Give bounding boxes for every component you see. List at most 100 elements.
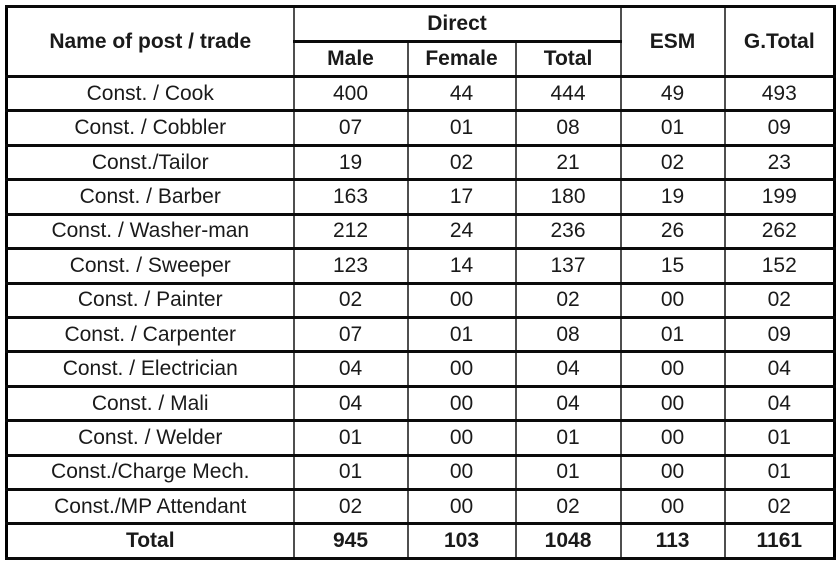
total-cell: 02: [514, 488, 622, 526]
table-row-cobbler: Const. / Cobbler 07 01 08 01 09: [5, 109, 836, 147]
col-header-female: Female: [406, 40, 517, 78]
male-cell: 123: [292, 247, 409, 285]
gtotal-cell: 262: [723, 212, 836, 251]
col-header-male: Male: [292, 40, 409, 78]
total-cell: 236: [514, 212, 622, 251]
table-row-mp-attendant: Const./MP Attendant 02 00 02 00 02: [5, 488, 836, 526]
trade-name-cell: Const. / Cook: [5, 74, 295, 113]
male-cell: 02: [292, 488, 409, 526]
col-header-name: Name of post / trade: [5, 5, 295, 78]
total-cell: 01: [514, 419, 622, 457]
table-row-washer-man: Const. / Washer-man 212 24 236 26 262: [5, 212, 836, 251]
table-row-carpenter: Const. / Carpenter 07 01 08 01 09: [5, 315, 836, 354]
table-row-mali: Const. / Mali 04 00 04 00 04: [5, 384, 836, 423]
trade-name-cell: Const. / Sweeper: [5, 247, 295, 285]
table-row-barber: Const. / Barber 163 17 180 19 199: [5, 178, 836, 216]
header-row-2: Male Female Total: [7, 40, 835, 78]
gtotal-cell: 04: [723, 350, 836, 388]
gtotal-cell: 02: [723, 488, 836, 526]
esm-cell: 01: [619, 315, 726, 354]
total-total-cell: 1048: [514, 522, 622, 560]
grand-total-row: Total 945 103 1048 113 1161: [5, 522, 836, 560]
table-header: Name of post / trade Direct ESM G.Total …: [5, 5, 836, 78]
male-cell: 01: [292, 453, 409, 492]
gtotal-cell: 152: [723, 247, 836, 285]
gtotal-cell: 09: [723, 109, 836, 147]
total-cell: 08: [514, 109, 622, 147]
total-cell: 04: [514, 384, 622, 423]
header-row-1: Name of post / trade Direct ESM G.Total: [5, 5, 836, 78]
trade-name-cell: Const./Charge Mech.: [5, 453, 295, 492]
esm-cell: 49: [619, 74, 726, 113]
gtotal-cell: 02: [723, 281, 836, 319]
esm-cell: 00: [619, 350, 726, 388]
trade-name-cell: Const. / Painter: [5, 281, 295, 319]
table-row-welder: Const. / Welder 01 00 01 00 01: [5, 419, 836, 457]
male-cell: 19: [292, 143, 409, 182]
esm-cell: 00: [619, 281, 726, 319]
female-total-cell: 103: [406, 522, 517, 560]
female-cell: 24: [406, 212, 517, 251]
gtotal-cell: 01: [723, 453, 836, 492]
table-row-tailor: Const./Tailor 19 02 21 02 23: [5, 143, 836, 182]
male-cell: 01: [292, 419, 409, 457]
male-cell: 02: [292, 281, 409, 319]
female-cell: 00: [406, 453, 517, 492]
col-header-direct-group: Direct: [292, 5, 622, 43]
trade-name-cell: Const. / Carpenter: [5, 315, 295, 354]
esm-cell: 01: [619, 109, 726, 147]
col-header-gtotal: G.Total: [723, 5, 836, 78]
esm-cell: 00: [619, 453, 726, 492]
esm-cell: 15: [619, 247, 726, 285]
gtotal-cell: 199: [723, 178, 836, 216]
female-cell: 00: [406, 384, 517, 423]
table-row-cook: Const. / Cook 400 44 444 49 493: [5, 74, 836, 113]
male-total-cell: 945: [292, 522, 409, 560]
total-cell: 180: [514, 178, 622, 216]
trade-name-cell: Const. / Welder: [5, 419, 295, 457]
female-cell: 00: [406, 350, 517, 388]
female-cell: 17: [406, 178, 517, 216]
gtotal-total-cell: 1161: [723, 522, 836, 560]
gtotal-cell: 23: [723, 143, 836, 182]
male-cell: 04: [292, 384, 409, 423]
female-cell: 00: [406, 281, 517, 319]
gtotal-cell: 04: [723, 384, 836, 423]
male-cell: 07: [292, 109, 409, 147]
trade-name-cell: Const. / Electrician: [5, 350, 295, 388]
female-cell: 14: [406, 247, 517, 285]
table-row-sweeper: Const. / Sweeper 123 14 137 15 152: [5, 247, 836, 285]
total-cell: 04: [514, 350, 622, 388]
esm-cell: 00: [619, 384, 726, 423]
trade-name-cell: Const. / Cobbler: [5, 109, 295, 147]
table-row-painter: Const. / Painter 02 00 02 00 02: [5, 281, 836, 319]
total-cell: 137: [514, 247, 622, 285]
total-cell: 21: [514, 143, 622, 182]
col-header-esm: ESM: [619, 5, 726, 78]
female-cell: 00: [406, 488, 517, 526]
gtotal-cell: 09: [723, 315, 836, 354]
table-body: Const. / Cook 400 44 444 49 493 Const. /…: [5, 74, 836, 560]
esm-cell: 00: [619, 419, 726, 457]
trade-name-cell: Const. / Mali: [5, 384, 295, 423]
esm-cell: 26: [619, 212, 726, 251]
document-page: Name of post / trade Direct ESM G.Total …: [0, 5, 837, 565]
trade-name-cell: Const. / Washer-man: [5, 212, 295, 251]
male-cell: 212: [292, 212, 409, 251]
male-cell: 04: [292, 350, 409, 388]
table-row-electrician: Const. / Electrician 04 00 04 00 04: [5, 350, 836, 388]
total-label-cell: Total: [5, 522, 295, 560]
recruitment-vacancy-table: Name of post / trade Direct ESM G.Total …: [5, 5, 837, 560]
total-cell: 01: [514, 453, 622, 492]
male-cell: 163: [292, 178, 409, 216]
trade-name-cell: Const./Tailor: [5, 143, 295, 182]
female-cell: 44: [406, 74, 517, 113]
trade-name-cell: Const./MP Attendant: [5, 488, 295, 526]
female-cell: 00: [406, 419, 517, 457]
total-cell: 08: [514, 315, 622, 354]
table-row-charge-mech: Const./Charge Mech. 01 00 01 00 01: [5, 453, 836, 492]
male-cell: 07: [292, 315, 409, 354]
male-cell: 400: [292, 74, 409, 113]
total-cell: 02: [514, 281, 622, 319]
total-cell: 444: [514, 74, 622, 113]
